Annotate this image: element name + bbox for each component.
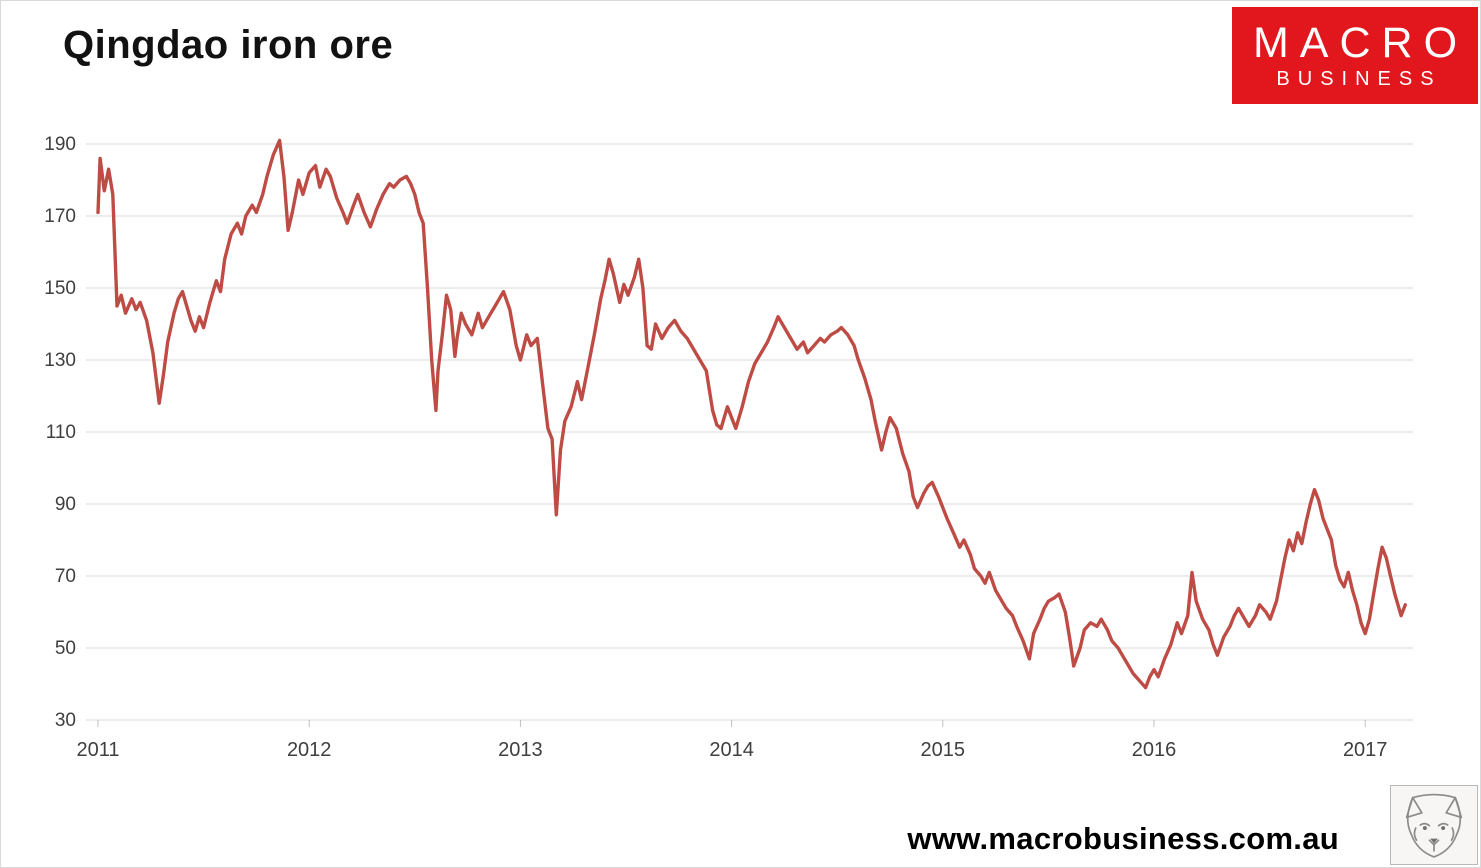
logo-text-macro: MACRO <box>1252 19 1469 67</box>
y-tick-label: 70 <box>55 566 76 587</box>
x-tick-label: 2016 <box>1132 739 1177 761</box>
wolf-sketch-icon <box>1405 793 1463 858</box>
chart-title: Qingdao iron ore <box>63 23 394 67</box>
y-tick-label: 170 <box>44 206 76 227</box>
x-tick-label: 2014 <box>709 739 754 761</box>
price-line-series <box>96 138 1407 690</box>
x-tick-label: 2015 <box>921 739 966 761</box>
macrobusiness-logo: MACRO BUSINESS <box>1232 7 1478 104</box>
y-tick-label: 90 <box>55 494 76 515</box>
y-tick-label: 150 <box>44 278 76 299</box>
y-tick-label: 110 <box>46 422 76 443</box>
wolf-logo <box>1390 785 1478 865</box>
x-tick-label: 2013 <box>498 739 543 761</box>
website-url: www.macrobusiness.com.au <box>907 821 1339 856</box>
y-tick-label: 50 <box>55 638 76 659</box>
y-tick-label: 130 <box>44 350 76 371</box>
x-tick-label: 2012 <box>287 739 332 761</box>
y-tick-label: 190 <box>44 134 76 155</box>
logo-text-business: BUSINESS <box>1276 68 1442 90</box>
x-tick-label: 2011 <box>76 739 119 761</box>
y-tick-label: 30 <box>55 710 76 731</box>
x-tick-label: 2017 <box>1343 739 1388 761</box>
